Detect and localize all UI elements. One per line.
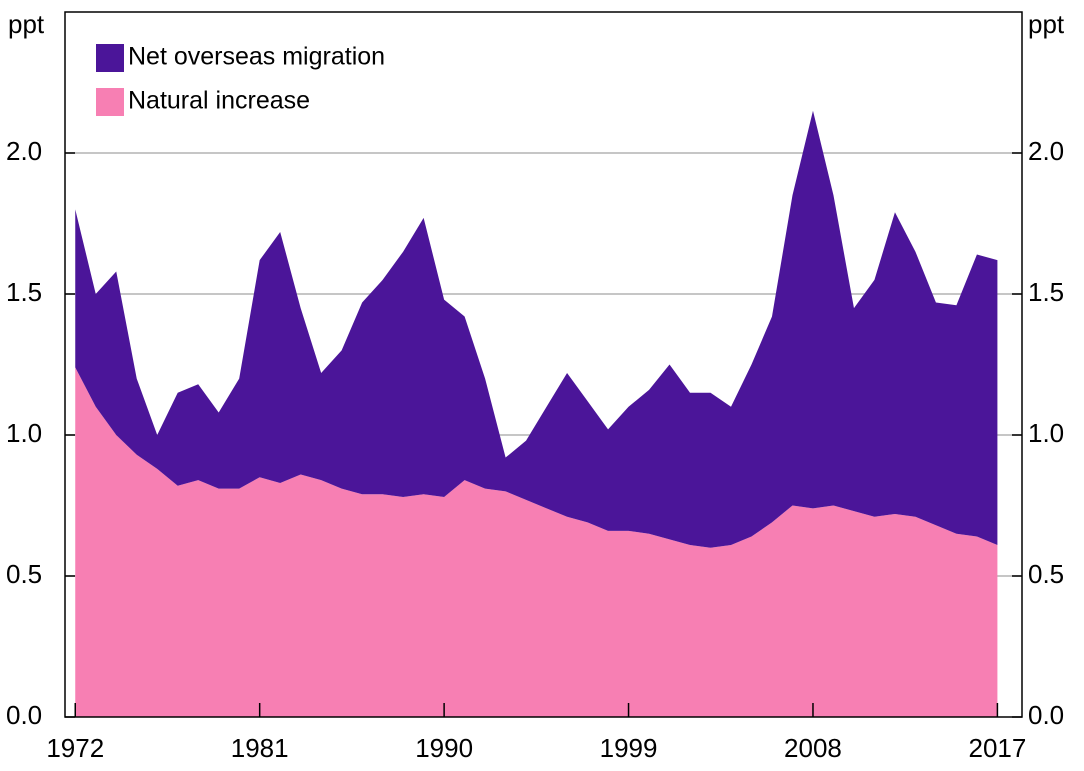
area bbox=[75, 367, 998, 717]
y2-tick-label: 1.5 bbox=[1028, 277, 1064, 307]
plot-frame bbox=[64, 11, 1023, 718]
y2-tick-label: 2.0 bbox=[1028, 136, 1064, 166]
y-tick-label: 0.5 bbox=[6, 559, 42, 589]
legend-label: Natural increase bbox=[128, 87, 310, 115]
x-tick-label: 1999 bbox=[600, 733, 658, 763]
x-tick-label: 1981 bbox=[231, 733, 289, 763]
legend: Net overseas migration Natural increase bbox=[96, 43, 385, 116]
y2-tick-label: 0.0 bbox=[1028, 700, 1064, 730]
y2-tick-label: 1.0 bbox=[1028, 418, 1064, 448]
y-axis-label: ppt bbox=[8, 9, 45, 39]
x-tick-label: 2008 bbox=[784, 733, 842, 763]
y-tick-label: 2.0 bbox=[6, 136, 42, 166]
x-tick-label: 2017 bbox=[968, 733, 1026, 763]
x-tick-label: 1972 bbox=[46, 733, 104, 763]
x-tick-label: 1990 bbox=[415, 733, 473, 763]
legend-label: Net overseas migration bbox=[128, 43, 385, 71]
y2-axis-label: ppt bbox=[1028, 9, 1065, 39]
y-tick-label: 1.5 bbox=[6, 277, 42, 307]
legend-swatch bbox=[96, 88, 124, 116]
y2-tick-label: 0.5 bbox=[1028, 559, 1064, 589]
legend-swatch bbox=[96, 44, 124, 72]
y-tick-label: 1.0 bbox=[6, 418, 42, 448]
y-tick-label: 0.0 bbox=[6, 700, 42, 730]
area bbox=[75, 110, 998, 548]
